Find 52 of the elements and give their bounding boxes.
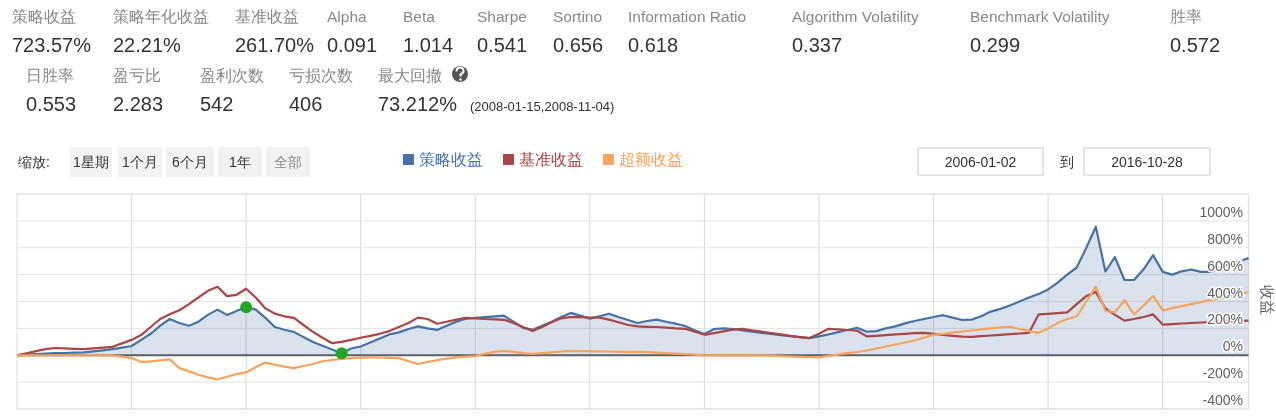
y-tick-label: -200%: [1202, 365, 1243, 382]
text: 0.618: [628, 34, 679, 56]
text: 全部: [274, 154, 302, 170]
text: 0.337: [792, 34, 843, 56]
text: 542: [200, 93, 234, 115]
text: (2008-01-15,2008-11-04): [470, 99, 615, 114]
y-tick-label: 400%: [1207, 284, 1243, 301]
legend-label: 基准收益: [519, 151, 583, 168]
text: 2.283: [113, 93, 164, 115]
y-tick-label: 1000%: [1199, 203, 1243, 220]
y-axis-title: 收益: [1259, 285, 1276, 315]
text: 0.091: [327, 34, 378, 56]
text: 1年: [229, 154, 251, 170]
text: Alpha: [327, 8, 368, 25]
text: 1个月: [122, 154, 158, 170]
text: 亏损次数: [289, 67, 353, 84]
y-tick-label: 800%: [1207, 230, 1243, 247]
text: 盈亏比: [113, 67, 161, 84]
text: 最大回撤: [378, 67, 442, 84]
y-tick-label: -400%: [1202, 392, 1243, 408]
text: Algorithm Volatility: [792, 8, 919, 25]
legend-label: 超额收益: [619, 151, 683, 168]
text: 1.014: [403, 34, 454, 56]
text: 缩放:: [18, 154, 50, 170]
text: Information Ratio: [628, 8, 747, 25]
text: Beta: [403, 8, 436, 25]
text: 到: [1060, 154, 1074, 170]
text: 0.572: [1170, 34, 1221, 56]
text: 1星期: [73, 154, 109, 170]
text: 0.541: [477, 34, 528, 56]
text: 73.212%: [378, 93, 458, 115]
text: 723.57%: [12, 34, 92, 56]
text: 策略收益: [12, 8, 76, 25]
text: 基准收益: [235, 8, 299, 25]
text: 策略年化收益: [113, 8, 209, 25]
text: 6个月: [172, 154, 208, 170]
text: 0.553: [26, 93, 77, 115]
text: 日胜率: [26, 67, 74, 84]
legend-label: 策略收益: [419, 151, 483, 168]
text: 2016-10-28: [1111, 154, 1184, 170]
text: Sortino: [553, 8, 603, 25]
y-tick-label: 0%: [1222, 338, 1243, 355]
text: 盈利次数: [200, 67, 264, 84]
text: Sharpe: [477, 8, 527, 25]
text: Benchmark Volatility: [970, 8, 1110, 25]
text: 0.656: [553, 34, 604, 56]
text: 2006-01-02: [944, 154, 1017, 170]
text: 0.299: [970, 34, 1021, 56]
text: 胜率: [1170, 8, 1202, 25]
text: 261.70%: [235, 34, 315, 56]
text: 406: [289, 93, 323, 115]
text: 22.21%: [113, 34, 182, 56]
